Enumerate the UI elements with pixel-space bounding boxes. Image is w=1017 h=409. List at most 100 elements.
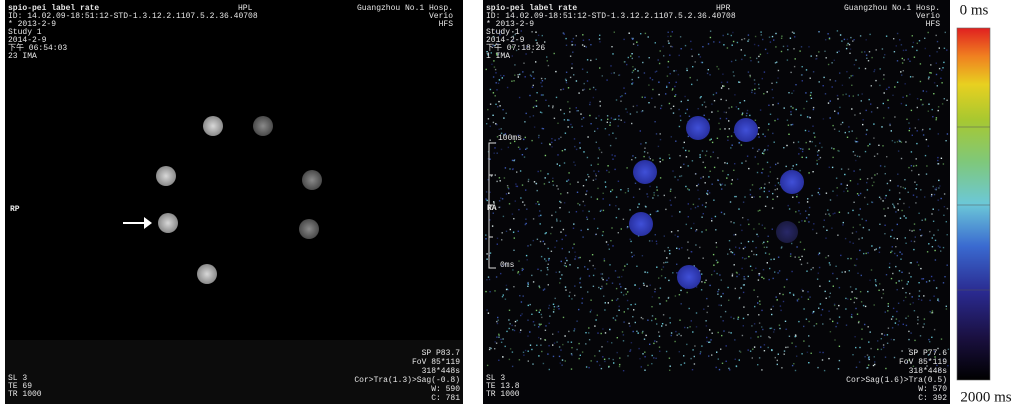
noise-dot xyxy=(599,41,600,42)
noise-dot xyxy=(882,48,883,49)
noise-dot xyxy=(750,266,751,267)
noise-dot xyxy=(710,37,711,38)
noise-dot xyxy=(705,280,706,281)
noise-dot xyxy=(822,309,823,310)
noise-dot xyxy=(720,349,721,350)
noise-dot xyxy=(510,348,511,349)
noise-dot xyxy=(875,80,876,81)
noise-dot xyxy=(527,245,528,246)
noise-dot xyxy=(606,170,607,171)
noise-dot xyxy=(536,92,537,93)
noise-dot xyxy=(512,160,513,161)
noise-dot xyxy=(604,309,605,310)
noise-dot xyxy=(525,137,526,138)
noise-dot xyxy=(883,103,884,104)
noise-dot xyxy=(565,133,566,134)
noise-dot xyxy=(631,53,632,54)
noise-dot xyxy=(875,279,876,280)
noise-dot xyxy=(858,214,859,215)
noise-dot xyxy=(533,218,534,219)
footer-right: SP P83.7 xyxy=(422,349,461,358)
noise-dot xyxy=(741,59,742,60)
noise-dot xyxy=(582,69,583,70)
noise-dot xyxy=(754,93,755,94)
noise-dot xyxy=(516,171,517,172)
noise-dot xyxy=(720,184,721,185)
noise-dot xyxy=(668,32,669,33)
noise-dot xyxy=(667,36,668,37)
noise-dot xyxy=(822,323,823,324)
noise-dot xyxy=(937,41,938,42)
noise-dot xyxy=(607,341,608,342)
noise-dot xyxy=(705,106,706,107)
noise-dot xyxy=(889,263,890,264)
noise-dot xyxy=(699,157,700,158)
noise-dot xyxy=(870,348,871,349)
noise-dot xyxy=(818,159,819,160)
noise-dot xyxy=(938,301,939,302)
noise-dot xyxy=(730,221,731,222)
noise-dot xyxy=(637,45,638,46)
noise-dot xyxy=(519,295,520,296)
noise-dot xyxy=(701,62,702,63)
noise-dot xyxy=(566,72,567,73)
noise-dot xyxy=(578,110,579,111)
noise-dot xyxy=(897,141,898,142)
noise-dot xyxy=(920,81,921,82)
noise-dot xyxy=(861,100,862,101)
noise-dot xyxy=(540,82,541,83)
noise-dot xyxy=(800,115,801,116)
noise-dot xyxy=(499,79,500,80)
noise-dot xyxy=(716,367,717,368)
noise-dot xyxy=(506,231,507,232)
noise-dot xyxy=(914,310,915,311)
noise-dot xyxy=(632,39,633,40)
noise-dot xyxy=(842,85,843,86)
noise-dot xyxy=(837,187,838,188)
noise-dot xyxy=(669,154,670,155)
noise-dot xyxy=(559,346,560,347)
noise-dot xyxy=(628,190,629,191)
noise-dot xyxy=(628,57,629,58)
noise-dot xyxy=(706,337,707,338)
header-position: HFS xyxy=(439,20,454,29)
noise-dot xyxy=(586,179,587,180)
noise-dot xyxy=(736,106,737,107)
noise-dot xyxy=(765,206,766,207)
noise-dot xyxy=(696,326,697,327)
noise-dot xyxy=(919,295,920,296)
noise-dot xyxy=(677,230,678,231)
noise-dot xyxy=(802,151,803,152)
noise-dot xyxy=(620,189,621,190)
noise-dot xyxy=(721,335,722,336)
noise-dot xyxy=(845,132,846,133)
noise-dot xyxy=(784,350,785,351)
noise-dot xyxy=(536,345,537,346)
noise-dot xyxy=(710,156,711,157)
noise-dot xyxy=(536,100,537,101)
noise-dot xyxy=(548,258,549,259)
noise-dot xyxy=(580,355,581,356)
noise-dot xyxy=(731,135,732,136)
noise-dot xyxy=(633,331,634,332)
noise-dot xyxy=(615,119,616,120)
noise-dot xyxy=(621,292,622,293)
noise-dot xyxy=(713,254,714,255)
noise-dot xyxy=(777,364,778,365)
noise-dot xyxy=(559,201,560,202)
noise-dot xyxy=(837,30,838,31)
noise-dot xyxy=(619,306,620,307)
noise-dot xyxy=(690,77,691,78)
noise-dot xyxy=(610,240,611,241)
noise-dot xyxy=(813,107,814,108)
noise-dot xyxy=(574,328,575,329)
noise-dot xyxy=(839,346,840,347)
noise-dot xyxy=(719,274,720,275)
phantom xyxy=(677,265,701,289)
noise-dot xyxy=(661,275,662,276)
noise-dot xyxy=(651,98,652,99)
noise-dot xyxy=(874,364,875,365)
noise-dot xyxy=(762,172,763,173)
noise-dot xyxy=(589,104,590,105)
noise-dot xyxy=(735,247,736,248)
